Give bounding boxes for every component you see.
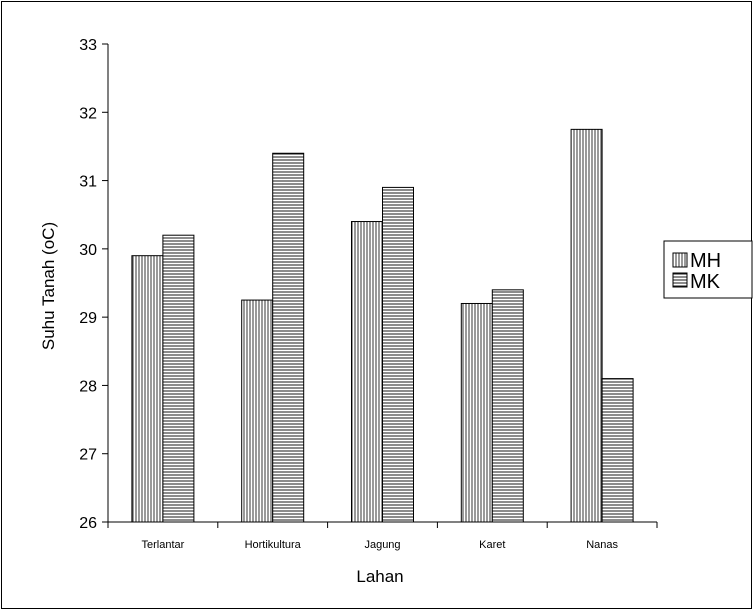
x-axis-title: Lahan <box>356 567 403 586</box>
axes-layer <box>102 43 658 528</box>
legend-label-mh: MH <box>690 250 721 272</box>
x-tick-label-jagung: Jagung <box>364 539 400 551</box>
y-tick-label: 30 <box>79 242 97 259</box>
x-tick-label-terlantar: Terlantar <box>142 539 185 551</box>
y-tick-label: 28 <box>79 378 97 395</box>
bar-mh-hortikultura <box>241 299 274 523</box>
y-tick-label: 31 <box>79 174 97 191</box>
legend-box <box>663 240 753 299</box>
bar-mk-jagung <box>382 186 414 523</box>
y-tick-label: 26 <box>79 515 97 532</box>
y-tick-label: 29 <box>79 310 97 327</box>
legend-label-mk: MK <box>690 271 721 293</box>
bar-mh-terlantar <box>131 255 164 523</box>
y-tick-label: 27 <box>79 447 97 464</box>
x-tick-label-hortikultura: Hortikultura <box>245 539 302 551</box>
bar-mh-karet <box>460 302 493 523</box>
bar-mk-nanas <box>601 378 634 523</box>
bars-layer <box>131 128 634 523</box>
y-tick-label: 32 <box>79 105 97 122</box>
y-tick-label: 33 <box>79 37 97 54</box>
bar-mk-hortikultura <box>272 152 305 523</box>
bar-mh-nanas <box>570 128 603 523</box>
bar-mk-karet <box>491 289 524 523</box>
x-tick-label-nanas: Nanas <box>586 539 618 551</box>
legend-swatch-mh <box>672 252 688 268</box>
legend: MH MK <box>663 240 753 299</box>
y-axis-title: Suhu Tanah (oC) <box>39 222 58 350</box>
legend-swatch-mk <box>672 272 688 288</box>
labels-layer: 26 27 28 29 30 31 32 33 Terlantar Hortikultura Jag… <box>79 37 618 551</box>
x-tick-label-karet: Karet <box>479 539 505 551</box>
bar-mk-terlantar <box>162 234 195 523</box>
bar-mh-jagung <box>351 221 383 523</box>
